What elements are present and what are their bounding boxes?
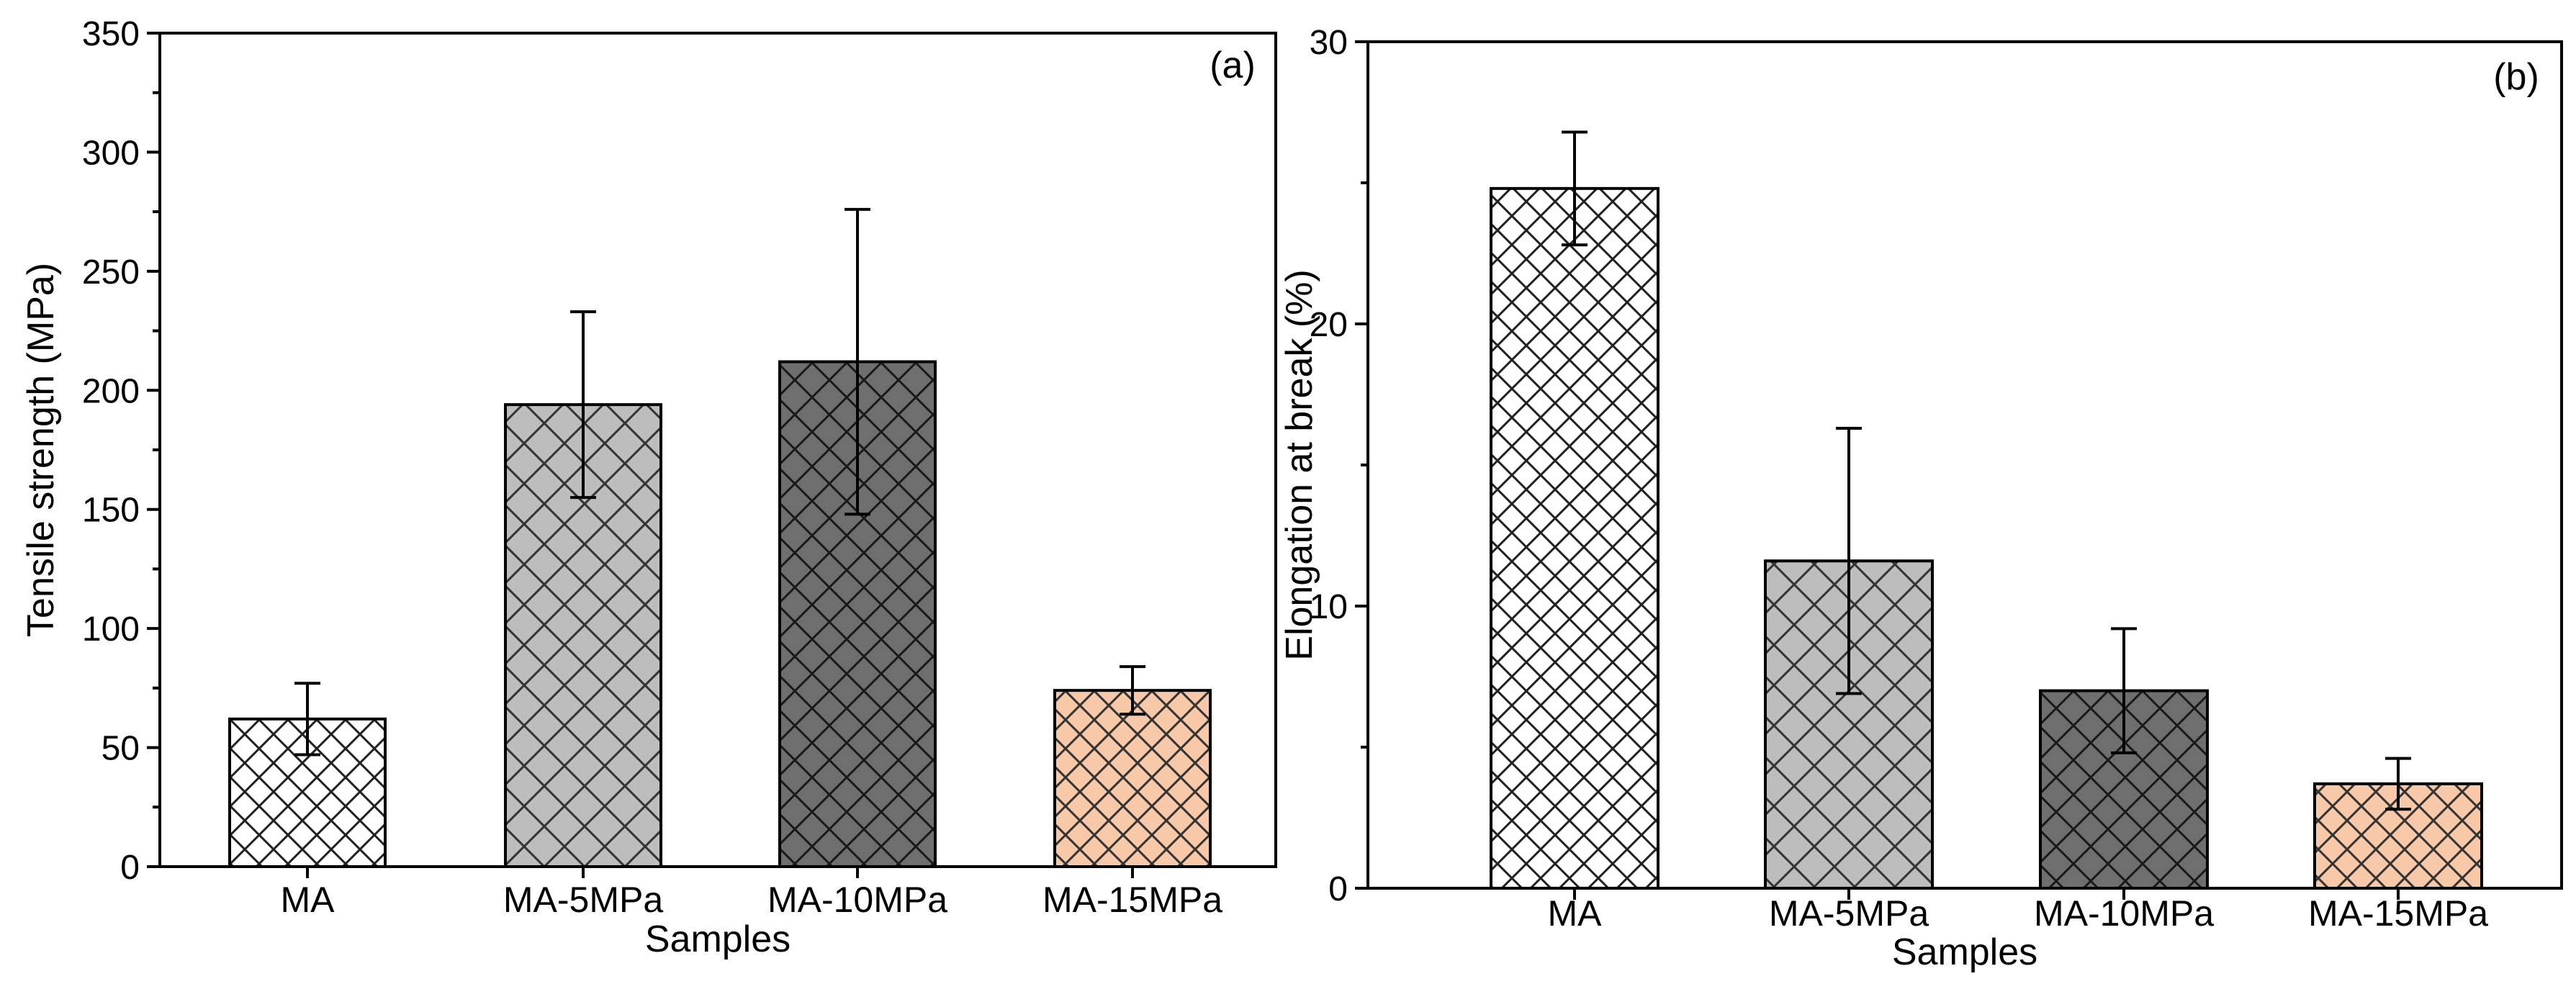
x-axis-title: Samples xyxy=(645,918,791,960)
x-tick-label: MA xyxy=(1548,893,1603,934)
y-tick-label: 300 xyxy=(82,134,140,172)
x-tick-label: MA xyxy=(281,880,335,920)
error-bar-ma-10mpa xyxy=(845,207,870,516)
panel-label: (a) xyxy=(1210,45,1256,86)
y-axis-title: Tensile strength (MPa) xyxy=(20,263,62,637)
y-tick-label: 100 xyxy=(82,610,140,649)
panel-label: (b) xyxy=(2493,56,2539,98)
y-tick-label: 50 xyxy=(102,730,140,768)
x-tick-label: MA-15MPa xyxy=(1042,880,1222,920)
y-tick-label: 10 xyxy=(1310,588,1348,626)
y-tick-label: 250 xyxy=(82,253,140,292)
y-tick-label: 350 xyxy=(82,15,140,53)
error-bar-ma-10mpa xyxy=(2111,627,2137,754)
y-tick-label: 0 xyxy=(120,849,140,887)
x-axis-title: Samples xyxy=(1892,931,2037,973)
error-bar-ma-15mpa xyxy=(1120,665,1145,716)
y-tick-label: 0 xyxy=(1328,870,1348,908)
x-tick-label: MA-10MPa xyxy=(2034,893,2214,934)
error-bar-ma-15mpa xyxy=(2385,757,2411,811)
x-tick-label: MA-5MPa xyxy=(503,880,663,920)
x-tick-label: MA-5MPa xyxy=(1769,893,1929,934)
bar-ma xyxy=(1490,186,1659,890)
y-tick-label: 150 xyxy=(82,492,140,530)
error-bar-ma-5mpa xyxy=(570,310,596,500)
y-tick-label: 20 xyxy=(1310,306,1348,344)
panel-b-elongation-at-break: 0 10 20 30 MA MA-5MPa MA-10MPa MA-15MPa Samples E… xyxy=(1279,24,2563,973)
x-tick-label: MA-10MPa xyxy=(767,880,947,920)
panel-a-tensile-strength: 0 50 100 150 200 250 300 350 MA MA-5MPa MA-10MPa MA… xyxy=(20,15,1277,960)
x-tick-label: MA-15MPa xyxy=(2308,893,2488,934)
error-bar-ma-5mpa xyxy=(1836,427,1862,695)
y-tick-label: 30 xyxy=(1310,24,1348,62)
y-axis-title: Elongation at break (%) xyxy=(1279,269,1320,660)
bar-ma-15mpa xyxy=(1053,689,1212,868)
error-bar-ma xyxy=(1562,130,1588,247)
error-bar-ma xyxy=(294,682,320,757)
y-tick-label: 200 xyxy=(82,372,140,410)
bar-ma-15mpa xyxy=(2313,782,2483,890)
